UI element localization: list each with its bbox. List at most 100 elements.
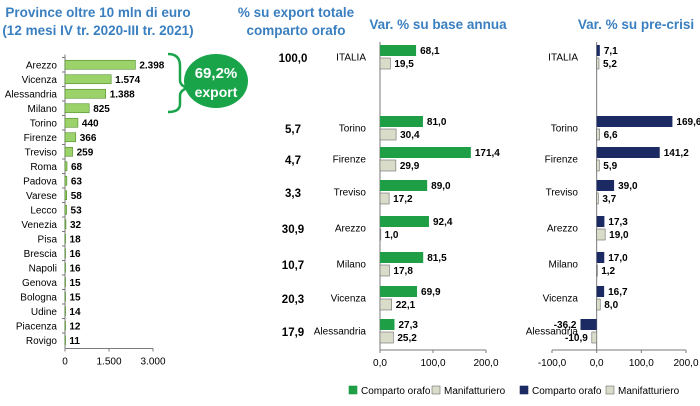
p3-value-label: 25,2	[397, 333, 417, 344]
p4-value-label: 39,0	[618, 181, 638, 192]
legend-swatch	[431, 385, 441, 395]
p3-bar-manifatturiero	[379, 331, 394, 344]
panel4-chart: -100,0 0,0 100,0 200,0 ITALIA 7,1 5,2 Torino 169…	[526, 42, 700, 369]
p3-value-label: 92,4	[433, 217, 453, 228]
p4-value-label: 5,9	[603, 161, 617, 172]
p4-bar-comparto-orafo	[580, 319, 597, 330]
p3-category-label: Alessandria	[314, 327, 367, 338]
p4-category-label: Treviso	[546, 188, 579, 199]
panel1-chart: Arezzo 2.398 Vicenza 1.574 Alessandria 1.388 M…	[5, 54, 166, 368]
p1-category-label: Bologna	[20, 292, 57, 303]
p3-value-label: 69,9	[421, 287, 441, 298]
legend-swatch	[519, 385, 529, 395]
p4-bar-comparto-orafo	[596, 180, 615, 191]
p3-category-label: Vicenza	[331, 294, 367, 305]
p4-value-label: 5,2	[603, 59, 617, 70]
p1-category-label: Torino	[30, 118, 58, 129]
p1-bar	[64, 103, 90, 114]
p1-value-label: 16	[69, 249, 81, 260]
p3-bar-comparto-orafo	[380, 45, 417, 56]
panel3-chart: 0,0 100,0 200,0 ITALIA 68,1 19,5 Torino 81,0 30,…	[314, 42, 500, 369]
p1-category-label: Udine	[31, 307, 58, 318]
p1-category-label: Firenze	[24, 133, 58, 144]
p4-value-label: 19,0	[609, 230, 629, 241]
p1-category-label: Pisa	[38, 234, 58, 245]
p3-bar-comparto-orafo	[380, 216, 429, 227]
p2-share-value: 5,7	[285, 124, 301, 136]
p4-category-label: Alessandria	[526, 327, 579, 338]
p4-value-label: 169,6	[676, 117, 700, 128]
p1-value-label: 825	[93, 104, 110, 115]
p3-bar-manifatturiero	[379, 298, 393, 311]
p1-value-label: 16	[69, 263, 81, 274]
p3-bar-manifatturiero	[379, 159, 397, 172]
p1-bar	[64, 248, 66, 259]
p4-x-tick-label: 0,0	[590, 358, 604, 369]
p3-value-label: 81,5	[427, 253, 447, 264]
p1-x-tick-label: 1.500	[96, 357, 121, 368]
p1-value-label: 440	[82, 118, 99, 129]
legend-swatch	[348, 385, 358, 395]
p1-value-label: 2.398	[139, 60, 164, 71]
p3-value-label: 22,1	[396, 300, 416, 311]
p3-category-label: Arezzo	[335, 224, 367, 235]
p1-bar	[64, 161, 68, 172]
p3-bar-comparto-orafo	[380, 147, 471, 158]
p3-value-label: 89,0	[431, 181, 451, 192]
p4-bar-comparto-orafo	[596, 216, 605, 227]
p1-value-label: 12	[69, 321, 81, 332]
panel2-title-line1: % su export totale	[238, 5, 355, 20]
p1-value-label: 63	[71, 176, 83, 187]
p1-category-label: Roma	[30, 162, 57, 173]
p3-category-label: ITALIA	[336, 53, 366, 64]
p3-bar-comparto-orafo	[380, 319, 395, 330]
p1-category-label: Rovigo	[26, 336, 58, 347]
p4-value-label: 7,1	[604, 46, 618, 57]
p1-value-label: 1.388	[110, 89, 135, 100]
p3-bar-manifatturiero	[379, 228, 382, 241]
p4-x-tick-label: -100,0	[538, 358, 567, 369]
p4-x-tick-label: 100,0	[629, 358, 654, 369]
p4-bar-comparto-orafo	[596, 286, 605, 297]
badge-label: export	[195, 84, 238, 100]
p1-bar	[64, 74, 112, 85]
p3-value-label: 27,3	[398, 320, 418, 331]
p3-value-label: 30,4	[400, 130, 420, 141]
p1-bar	[64, 132, 77, 143]
p3-category-label: Milano	[337, 260, 367, 271]
p1-value-label: 15	[69, 292, 81, 303]
p3-value-label: 17,8	[393, 266, 413, 277]
badge-value: 69,2%	[195, 65, 238, 82]
panel1-title-line2: (12 mesi IV tr. 2020-III tr. 2021)	[2, 23, 193, 38]
p4-value-label: 17,0	[608, 253, 628, 264]
p1-bar	[64, 233, 66, 244]
p4-x-tick-label: 200,0	[673, 358, 698, 369]
p1-value-label: 259	[77, 147, 94, 158]
p4-bar-comparto-orafo	[596, 147, 660, 158]
p4-bar-manifatturiero	[596, 228, 606, 241]
p3-category-label: Firenze	[333, 155, 367, 166]
p3-bar-comparto-orafo	[380, 286, 418, 297]
p1-category-label: Piacenza	[16, 321, 58, 332]
p1-bar	[64, 117, 79, 128]
p4-bar-manifatturiero	[596, 264, 598, 277]
p4-value-label: 1,2	[601, 266, 615, 277]
p4-category-label: ITALIA	[548, 53, 578, 64]
p4-bar-manifatturiero	[596, 128, 600, 141]
p1-value-label: 32	[70, 220, 82, 231]
p4-category-label: Firenze	[545, 155, 579, 166]
p1-category-label: Alessandria	[5, 89, 58, 100]
p1-bar	[64, 277, 66, 288]
p4-bar-comparto-orafo	[596, 45, 600, 56]
p1-bar	[64, 320, 66, 331]
p1-x-tick-label: 0	[62, 357, 68, 368]
panel4-title: Var. % su pre-crisi	[578, 17, 694, 32]
p3-value-label: 29,9	[400, 161, 420, 172]
p1-category-label: Brescia	[24, 249, 58, 260]
p1-bar	[64, 291, 66, 302]
p3-bar-manifatturiero	[379, 57, 391, 70]
p1-value-label: 366	[80, 133, 97, 144]
p2-share-value: 10,7	[282, 260, 304, 272]
legend-label: Manifatturiero	[618, 386, 680, 397]
